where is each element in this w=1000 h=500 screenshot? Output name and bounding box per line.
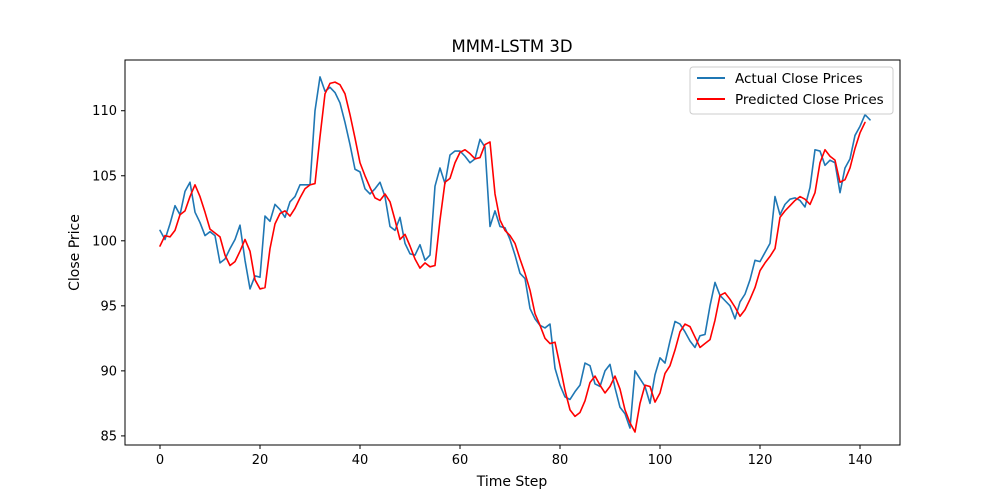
- y-tick-label: 105: [92, 169, 117, 184]
- x-tick-label: 0: [156, 453, 164, 468]
- x-tick-label: 120: [748, 453, 773, 468]
- y-tick-label: 100: [92, 234, 117, 249]
- x-axis: 0 20 40 60 80 100 120 140: [156, 445, 873, 468]
- x-tick-label: 80: [552, 453, 569, 468]
- x-axis-title: Time Step: [476, 474, 548, 490]
- chart-title: MMM-LSTM 3D: [451, 37, 572, 56]
- x-tick-label: 100: [648, 453, 673, 468]
- x-tick-label: 140: [848, 453, 873, 468]
- legend-label-predicted: Predicted Close Prices: [735, 92, 884, 108]
- x-tick-label: 40: [352, 453, 369, 468]
- x-tick-label: 60: [452, 453, 469, 468]
- legend-label-actual: Actual Close Prices: [735, 71, 863, 87]
- y-tick-label: 90: [100, 364, 117, 379]
- series-line-actual: [159, 76, 871, 429]
- series-line-predicted: [159, 81, 866, 433]
- legend: Actual Close Prices Predicted Close Pric…: [689, 66, 894, 115]
- y-tick-label: 110: [92, 104, 117, 119]
- plot-frame: [124, 59, 901, 446]
- y-axis-title: Close Price: [67, 214, 83, 291]
- series-layer: [159, 76, 871, 433]
- y-tick-label: 85: [100, 429, 117, 444]
- y-tick-label: 95: [100, 299, 117, 314]
- y-axis: 85 90 95 100 105 110: [92, 104, 125, 444]
- legend-box: [689, 66, 894, 115]
- x-tick-label: 20: [252, 453, 269, 468]
